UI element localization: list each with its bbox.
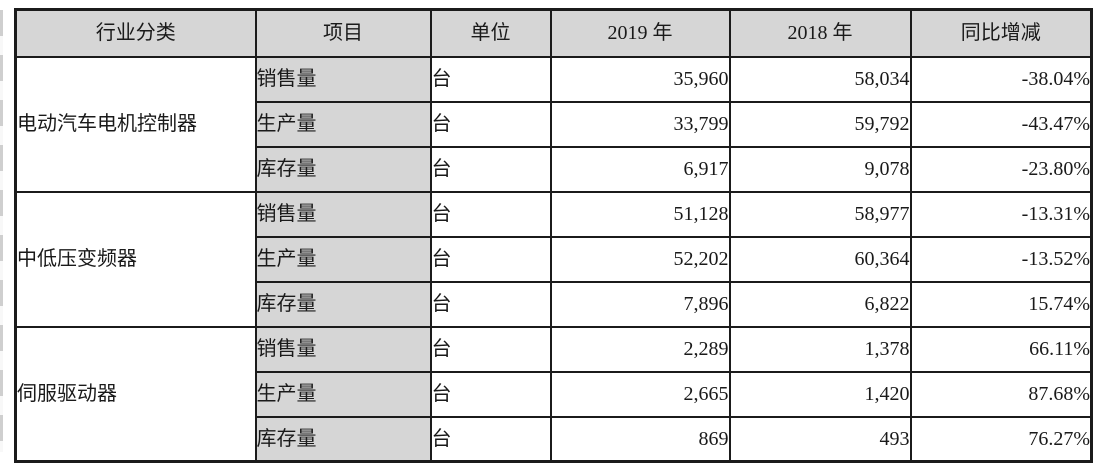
value-2019-cell: 33,799 (549, 100, 731, 148)
category-cell: 伺服驱动器 (14, 325, 257, 463)
value-2019-cell: 52,202 (549, 235, 731, 283)
item-cell: 生产量 (254, 235, 432, 283)
table-row: 中低压变频器 销售量 台 51,128 58,977 -13.31% (14, 190, 1093, 328)
item-cell: 库存量 (254, 415, 432, 463)
value-2018-cell: 493 (728, 415, 912, 463)
yoy-cell: -38.04% (909, 55, 1093, 103)
value-2018-cell: 58,034 (728, 55, 912, 103)
value-2019-cell: 35,960 (549, 55, 731, 103)
value-2019-cell: 869 (549, 415, 731, 463)
table-row: 生产量 台 2,665 1,420 87.68% (16, 370, 1093, 418)
yoy-cell: -13.31% (909, 190, 1093, 238)
table-row: 伺服驱动器 销售量 台 2,289 1,378 66.11% (14, 325, 1093, 463)
value-2018-cell: 9,078 (728, 145, 912, 193)
value-2019-cell: 2,665 (549, 370, 731, 418)
item-cell: 销售量 (254, 190, 432, 238)
col-header-category: 行业分类 (14, 8, 257, 58)
yoy-cell: 76.27% (909, 415, 1093, 463)
unit-cell: 台 (429, 100, 552, 148)
value-2018-cell: 58,977 (728, 190, 912, 238)
yoy-cell: -13.52% (909, 235, 1093, 283)
value-2018-cell: 1,378 (728, 325, 912, 373)
yoy-cell: 15.74% (909, 280, 1093, 328)
col-header-2019: 2019 年 (549, 8, 731, 58)
unit-cell: 台 (429, 235, 552, 283)
unit-cell: 台 (429, 325, 552, 373)
value-2019-cell: 6,917 (549, 145, 731, 193)
col-header-unit: 单位 (429, 8, 552, 58)
table-header-row: 行业分类 项目 单位 2019 年 2018 年 同比增减 (14, 8, 1093, 58)
col-header-yoy: 同比增减 (909, 8, 1093, 58)
production-sales-table: 行业分类 项目 单位 2019 年 2018 年 同比增减 电动汽车电机控制器 … (14, 8, 1093, 463)
table-row: 生产量 台 52,202 60,364 -13.52% (16, 235, 1093, 283)
table-row: 库存量 台 6,917 9,078 -23.80% (16, 145, 1093, 193)
table-row: 库存量 台 7,896 6,822 15.74% (16, 280, 1093, 328)
item-cell: 生产量 (254, 370, 432, 418)
category-cell: 电动汽车电机控制器 (14, 55, 257, 193)
value-2019-cell: 51,128 (549, 190, 731, 238)
scan-edge-artifact (0, 10, 3, 452)
category-cell: 中低压变频器 (14, 190, 257, 328)
yoy-cell: -23.80% (909, 145, 1093, 193)
yoy-cell: 87.68% (909, 370, 1093, 418)
item-cell: 销售量 (254, 55, 432, 103)
unit-cell: 台 (429, 370, 552, 418)
item-cell: 库存量 (254, 280, 432, 328)
value-2019-cell: 7,896 (549, 280, 731, 328)
col-header-2018: 2018 年 (728, 8, 912, 58)
table-row: 电动汽车电机控制器 销售量 台 35,960 58,034 -38.04% (14, 55, 1093, 193)
table-row: 库存量 台 869 493 76.27% (16, 415, 1093, 463)
value-2018-cell: 60,364 (728, 235, 912, 283)
unit-cell: 台 (429, 55, 552, 103)
yoy-cell: 66.11% (909, 325, 1093, 373)
unit-cell: 台 (429, 190, 552, 238)
unit-cell: 台 (429, 280, 552, 328)
yoy-cell: -43.47% (909, 100, 1093, 148)
value-2019-cell: 2,289 (549, 325, 731, 373)
unit-cell: 台 (429, 145, 552, 193)
value-2018-cell: 59,792 (728, 100, 912, 148)
value-2018-cell: 6,822 (728, 280, 912, 328)
item-cell: 生产量 (254, 100, 432, 148)
item-cell: 销售量 (254, 325, 432, 373)
unit-cell: 台 (429, 415, 552, 463)
table-row: 生产量 台 33,799 59,792 -43.47% (16, 100, 1093, 148)
col-header-item: 项目 (254, 8, 432, 58)
value-2018-cell: 1,420 (728, 370, 912, 418)
item-cell: 库存量 (254, 145, 432, 193)
